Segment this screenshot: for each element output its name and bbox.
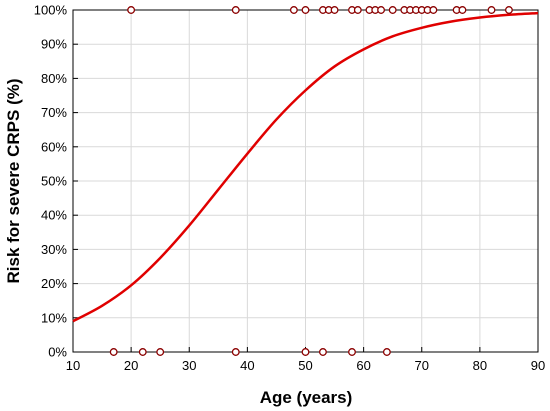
data-point (231, 348, 240, 356)
data-point (289, 6, 298, 14)
y-axis-title: Risk for severe CRPS (%) (4, 78, 23, 283)
grid (72, 9, 539, 353)
x-tick-label: 10 (66, 358, 80, 373)
fitted-curve (72, 11, 539, 323)
x-tick-label: 50 (298, 358, 312, 373)
data-point (388, 6, 397, 14)
data-point (109, 348, 118, 356)
data-point (127, 6, 136, 14)
data-point (348, 348, 356, 356)
x-axis: 10 20 30 40 50 60 70 80 90 (66, 347, 545, 373)
y-tick-label: 100% (34, 3, 68, 18)
data-point (487, 6, 496, 14)
x-tick-label: 90 (531, 358, 545, 373)
data-point (156, 348, 165, 356)
y-tick-label: 30% (41, 242, 67, 257)
data-point (138, 348, 147, 356)
y-tick-label: 40% (41, 208, 67, 223)
data-point (458, 6, 467, 14)
y-tick-label: 80% (41, 71, 67, 86)
y-tick-label: 60% (41, 139, 67, 154)
y-tick-label: 0% (48, 345, 67, 360)
y-tick-label: 20% (41, 276, 67, 291)
x-tick-label: 80 (473, 358, 487, 373)
data-point (330, 6, 339, 14)
x-axis-title: Age (years) (260, 388, 353, 407)
data-point (353, 6, 362, 14)
x-tick-label: 30 (182, 358, 196, 373)
x-tick-label: 20 (124, 358, 138, 373)
data-point (504, 6, 513, 14)
y-tick-label: 70% (41, 105, 67, 120)
x-tick-label: 70 (415, 358, 429, 373)
x-tick-label: 60 (356, 358, 370, 373)
data-point (318, 348, 327, 356)
y-axis: 0% 10% 20% 30% 40% 50% 60% 70% 80% 90% 100% (34, 3, 78, 360)
x-tick-label: 40 (240, 358, 254, 373)
data-point (301, 348, 310, 356)
data-points-layer (109, 6, 513, 356)
data-point (382, 348, 391, 356)
fitted-curve-layer (72, 11, 539, 323)
data-point (231, 6, 240, 14)
y-tick-label: 50% (41, 174, 67, 189)
y-tick-label: 90% (41, 37, 67, 52)
data-point (377, 6, 386, 14)
data-point (429, 6, 438, 14)
data-point (301, 6, 310, 14)
y-tick-label: 10% (41, 310, 67, 325)
